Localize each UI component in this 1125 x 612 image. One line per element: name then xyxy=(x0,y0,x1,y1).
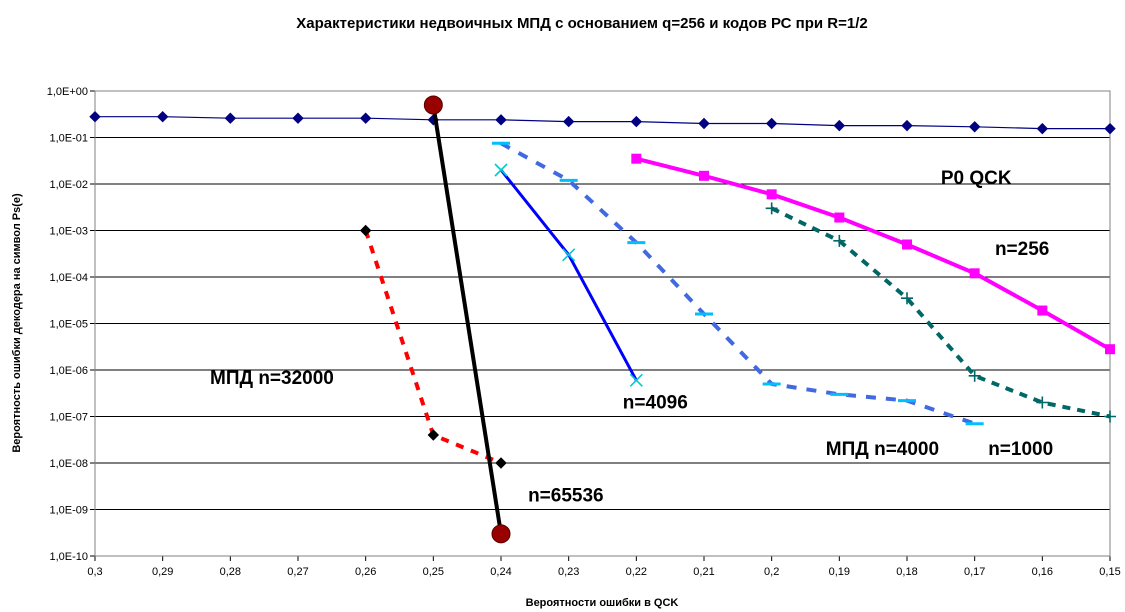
series-rs4096 xyxy=(494,163,643,387)
annotations: P0 QCK n=256 МПД n=32000 n=4096 МПД n=4000 n=… xyxy=(210,168,1053,506)
x-tick-label: 0,29 xyxy=(152,566,173,578)
data-point xyxy=(1037,305,1048,316)
series-line-p0 xyxy=(95,116,1110,130)
data-point xyxy=(494,163,508,177)
y-tick-label: 1,0E-03 xyxy=(49,226,88,238)
annotation-n256-label: n=256 xyxy=(995,239,1049,260)
plot-area xyxy=(94,90,1111,557)
data-point xyxy=(901,292,913,305)
x-tick-label: 0,22 xyxy=(626,566,647,578)
x-tick-label: 0,21 xyxy=(693,566,714,578)
data-point xyxy=(359,112,372,124)
data-point xyxy=(89,111,101,123)
data-point xyxy=(292,112,304,124)
series-mpd32000 xyxy=(359,224,507,469)
y-tick-label: 1,0E-10 xyxy=(49,551,88,563)
x-tick-label: 0,25 xyxy=(423,566,444,578)
data-point xyxy=(156,111,169,123)
series-line-mpd32000 xyxy=(363,229,502,465)
x-tick-label: 0,28 xyxy=(220,566,241,578)
x-tick-labels: 0,3 0,29 0,28 0,27 0,26 0,25 0,24 0,23 0,22 0,21 0… xyxy=(87,566,1120,578)
data-point xyxy=(630,115,643,128)
y-tick-label: 1,0E-02 xyxy=(49,179,88,191)
x-tick-label: 0,15 xyxy=(1099,566,1120,578)
series-p0 xyxy=(89,111,1116,135)
data-point xyxy=(834,212,845,223)
series-line-rs256 xyxy=(635,156,1111,351)
series-rs1000 xyxy=(765,202,1116,423)
y-tick-label: 1,0E-05 xyxy=(49,319,88,331)
data-point xyxy=(1105,344,1115,355)
data-point xyxy=(699,170,709,181)
data-point xyxy=(359,224,372,237)
data-point xyxy=(765,202,778,215)
data-point xyxy=(968,369,981,382)
annotation-p0-label: P0 QCK xyxy=(941,168,1012,189)
data-point xyxy=(491,524,511,544)
x-tick-label: 0,17 xyxy=(964,566,985,578)
data-point xyxy=(423,95,443,115)
data-point xyxy=(1104,410,1116,423)
y-tick-label: 1,0E-06 xyxy=(49,365,88,377)
y-tick-label: 1,0E-04 xyxy=(49,272,88,284)
data-point xyxy=(629,373,643,387)
series-line-rs65536 xyxy=(431,104,503,535)
y-tick-label: 1,0E+00 xyxy=(47,86,88,98)
data-point xyxy=(833,234,846,247)
data-point xyxy=(631,153,642,164)
annotation-n65536-label: n=65536 xyxy=(528,485,604,506)
series-line-mpd4000 xyxy=(500,141,976,426)
annotation-n4096-label: n=4096 xyxy=(623,392,688,413)
data-point xyxy=(1036,396,1049,409)
data-point xyxy=(495,457,507,469)
data-point xyxy=(562,248,576,262)
data-point xyxy=(766,189,777,200)
series-mpd4000 xyxy=(492,141,984,426)
data-point xyxy=(765,117,778,130)
data-point xyxy=(562,115,575,128)
data-point xyxy=(427,429,440,441)
annotation-mpd4000-label: МПД n=4000 xyxy=(826,439,939,460)
y-axis-title: Вероятность ошибки декодера на символ Ps… xyxy=(11,193,23,453)
series-line-rs4096 xyxy=(499,169,638,382)
x-tick-label: 0,23 xyxy=(558,566,579,578)
x-tick-label: 0,18 xyxy=(896,566,917,578)
annotation-n1000-label: n=1000 xyxy=(988,439,1053,460)
x-tick-label: 0,19 xyxy=(829,566,850,578)
x-tick-label: 0,24 xyxy=(490,566,511,578)
chart-title: Характеристики недвоичных МПД с основани… xyxy=(296,15,867,32)
series-rs256 xyxy=(631,153,1115,355)
y-tick-label: 1,0E-08 xyxy=(49,458,88,470)
data-point xyxy=(902,239,912,250)
series-group xyxy=(89,95,1116,544)
annotation-mpd32000-label: МПД n=32000 xyxy=(210,368,334,389)
x-axis-title: Вероятности ошибки в QCK xyxy=(526,597,679,609)
y-tick-label: 1,0E-09 xyxy=(49,505,88,517)
data-point xyxy=(698,117,710,130)
x-tick-label: 0,27 xyxy=(287,566,308,578)
y-tick-labels: 1,0E+00 1,0E-01 1,0E-02 1,0E-03 1,0E-04 1,0E-… xyxy=(47,86,88,563)
data-point xyxy=(969,268,980,279)
y-tick-label: 1,0E-07 xyxy=(49,412,88,424)
y-tick-label: 1,0E-01 xyxy=(49,133,88,145)
data-point xyxy=(495,114,507,126)
data-point xyxy=(833,119,846,132)
x-tick-label: 0,2 xyxy=(764,566,779,578)
data-point xyxy=(224,112,237,124)
data-point xyxy=(1036,122,1049,135)
x-tick-label: 0,16 xyxy=(1032,566,1053,578)
data-point xyxy=(1104,122,1116,135)
series-rs65536 xyxy=(423,95,511,544)
series-line-rs1000 xyxy=(770,206,1111,419)
data-point xyxy=(968,121,981,133)
data-point xyxy=(901,119,913,132)
x-tick-label: 0,3 xyxy=(87,566,102,578)
x-tick-label: 0,26 xyxy=(355,566,376,578)
